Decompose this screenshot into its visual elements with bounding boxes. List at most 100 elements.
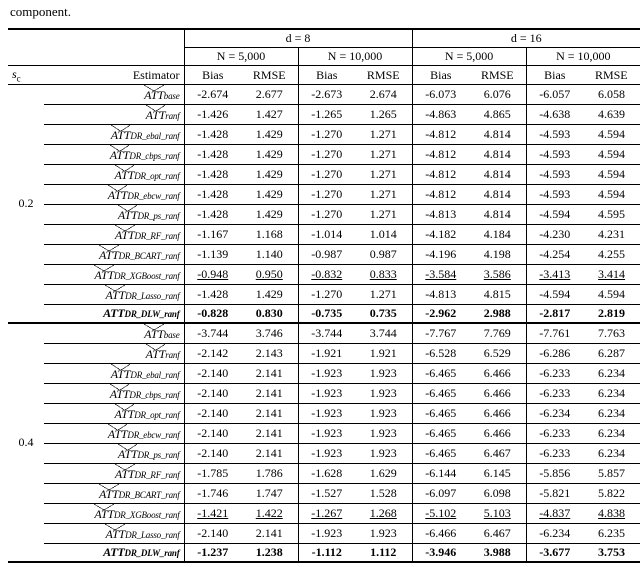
rmse-value: 6.467 — [469, 444, 526, 464]
estimator-label: ATTDR_ebcw_ranf — [44, 185, 184, 205]
rmse-value: 1.268 — [355, 504, 412, 524]
rmse-value: 6.467 — [469, 524, 526, 544]
caption-fragment: component. — [10, 4, 632, 20]
table-row: ATTDR_DLW_ranf-0.8280.830-0.7350.735-2.9… — [8, 305, 640, 324]
table-row: ATTDR_ebcw_ranf-2.1402.141-1.9231.923-6.… — [8, 424, 640, 444]
rmse-value: 6.234 — [583, 384, 640, 404]
bias-value: -3.677 — [526, 544, 583, 563]
table-row: ATTDR_ps_ranf-2.1402.141-1.9231.923-6.46… — [8, 444, 640, 464]
rmse-value: 4.594 — [583, 145, 640, 165]
bias-value: -1.628 — [298, 464, 355, 484]
sc-value: 0.2 — [8, 85, 44, 324]
col-estimator: Estimator — [44, 66, 184, 85]
estimator-label: ATTDR_RF_ranf — [44, 225, 184, 245]
bias-value: -4.812 — [412, 185, 469, 205]
rmse-value: 2.141 — [241, 384, 298, 404]
rmse-value: 1.923 — [355, 424, 412, 444]
rmse-value: 4.594 — [583, 285, 640, 305]
rmse-value: 6.235 — [583, 524, 640, 544]
rmse-value: 6.098 — [469, 484, 526, 504]
bias-value: -4.594 — [526, 205, 583, 225]
bias-value: -2.674 — [184, 85, 241, 105]
estimator-label: ATTDR_Lasso_ranf — [44, 524, 184, 544]
bias-value: -3.744 — [184, 323, 241, 344]
estimator-label: ATTDR_XGBoost_ranf — [44, 265, 184, 285]
table-row: ATTDR_BCART_ranf-1.1391.140-0.9870.987-4… — [8, 245, 640, 265]
table-row: ATTranf-1.4261.427-1.2651.265-4.8634.865… — [8, 105, 640, 125]
bias-value: -1.426 — [184, 105, 241, 125]
rmse-value: 1.429 — [241, 125, 298, 145]
rmse-value: 1.422 — [241, 504, 298, 524]
bias-value: -1.923 — [298, 444, 355, 464]
bias-value: -1.923 — [298, 384, 355, 404]
estimator-label: ATTDR_ps_ranf — [44, 205, 184, 225]
rmse-value: 6.466 — [469, 364, 526, 384]
bias-value: -1.428 — [184, 205, 241, 225]
rmse-value: 7.763 — [583, 323, 640, 344]
bias-value: -1.265 — [298, 105, 355, 125]
rmse-value: 3.746 — [241, 323, 298, 344]
rmse-value: 4.184 — [469, 225, 526, 245]
results-table: d = 8d = 16N = 5,000N = 10,000N = 5,000N… — [8, 28, 640, 563]
table-row: ATTDR_Lasso_ranf-1.4281.429-1.2701.271-4… — [8, 285, 640, 305]
rmse-value: 2.143 — [241, 344, 298, 364]
bias-value: -1.270 — [298, 145, 355, 165]
table-row: ATTDR_DLW_ranf-1.2371.238-1.1121.112-3.9… — [8, 544, 640, 563]
bias-value: -4.593 — [526, 125, 583, 145]
rmse-value: 4.814 — [469, 205, 526, 225]
rmse-value: 1.140 — [241, 245, 298, 265]
bias-value: -6.465 — [412, 444, 469, 464]
estimator-label: ATTDR_cbps_ranf — [44, 384, 184, 404]
bias-value: -2.140 — [184, 364, 241, 384]
rmse-value: 0.987 — [355, 245, 412, 265]
bias-value: -1.237 — [184, 544, 241, 563]
table-row: ATTDR_XGBoost_ranf-1.4211.422-1.2671.268… — [8, 504, 640, 524]
table-row: ATTDR_ebcw_ranf-1.4281.429-1.2701.271-4.… — [8, 185, 640, 205]
table-row: ATTDR_Lasso_ranf-2.1402.141-1.9231.923-6… — [8, 524, 640, 544]
rmse-value: 6.058 — [583, 85, 640, 105]
rmse-value: 6.234 — [583, 444, 640, 464]
rmse-value: 3.414 — [583, 265, 640, 285]
bias-value: -4.593 — [526, 165, 583, 185]
rmse-value: 4.814 — [469, 145, 526, 165]
bias-value: -1.428 — [184, 165, 241, 185]
bias-value: -2.817 — [526, 305, 583, 324]
rmse-value: 6.145 — [469, 464, 526, 484]
rmse-value: 1.271 — [355, 185, 412, 205]
rmse-value: 1.429 — [241, 185, 298, 205]
bias-value: -6.234 — [526, 524, 583, 544]
table-row: ATTDR_ebal_ranf-2.1402.141-1.9231.923-6.… — [8, 364, 640, 384]
rmse-value: 1.629 — [355, 464, 412, 484]
rmse-value: 4.231 — [583, 225, 640, 245]
bias-value: -2.140 — [184, 404, 241, 424]
rmse-value: 0.950 — [241, 265, 298, 285]
rmse-value: 1.271 — [355, 165, 412, 185]
bias-value: -6.465 — [412, 424, 469, 444]
table-container: component. { "caption_fragment": "compon… — [0, 0, 640, 567]
bias-value: -2.673 — [298, 85, 355, 105]
bias-value: -5.856 — [526, 464, 583, 484]
rmse-value: 6.234 — [583, 364, 640, 384]
bias-value: -5.821 — [526, 484, 583, 504]
bias-value: -4.254 — [526, 245, 583, 265]
bias-value: -6.233 — [526, 384, 583, 404]
rmse-value: 1.429 — [241, 285, 298, 305]
bias-value: -1.923 — [298, 404, 355, 424]
rmse-value: 4.639 — [583, 105, 640, 125]
rmse-value: 2.141 — [241, 524, 298, 544]
rmse-value: 4.594 — [583, 165, 640, 185]
bias-value: -4.812 — [412, 145, 469, 165]
bias-value: -6.465 — [412, 404, 469, 424]
estimator-label: ATTDR_ebcw_ranf — [44, 424, 184, 444]
rmse-value: 1.271 — [355, 145, 412, 165]
bias-value: -6.233 — [526, 364, 583, 384]
bias-value: -1.923 — [298, 524, 355, 544]
bias-value: -4.837 — [526, 504, 583, 524]
col-group-d16: d = 16 — [412, 29, 640, 48]
estimator-label: ATTDR_RF_ranf — [44, 464, 184, 484]
bias-value: -0.948 — [184, 265, 241, 285]
rmse-value: 1.923 — [355, 364, 412, 384]
rmse-value: 6.287 — [583, 344, 640, 364]
estimator-label: ATTDR_ebal_ranf — [44, 364, 184, 384]
bias-value: -6.073 — [412, 85, 469, 105]
